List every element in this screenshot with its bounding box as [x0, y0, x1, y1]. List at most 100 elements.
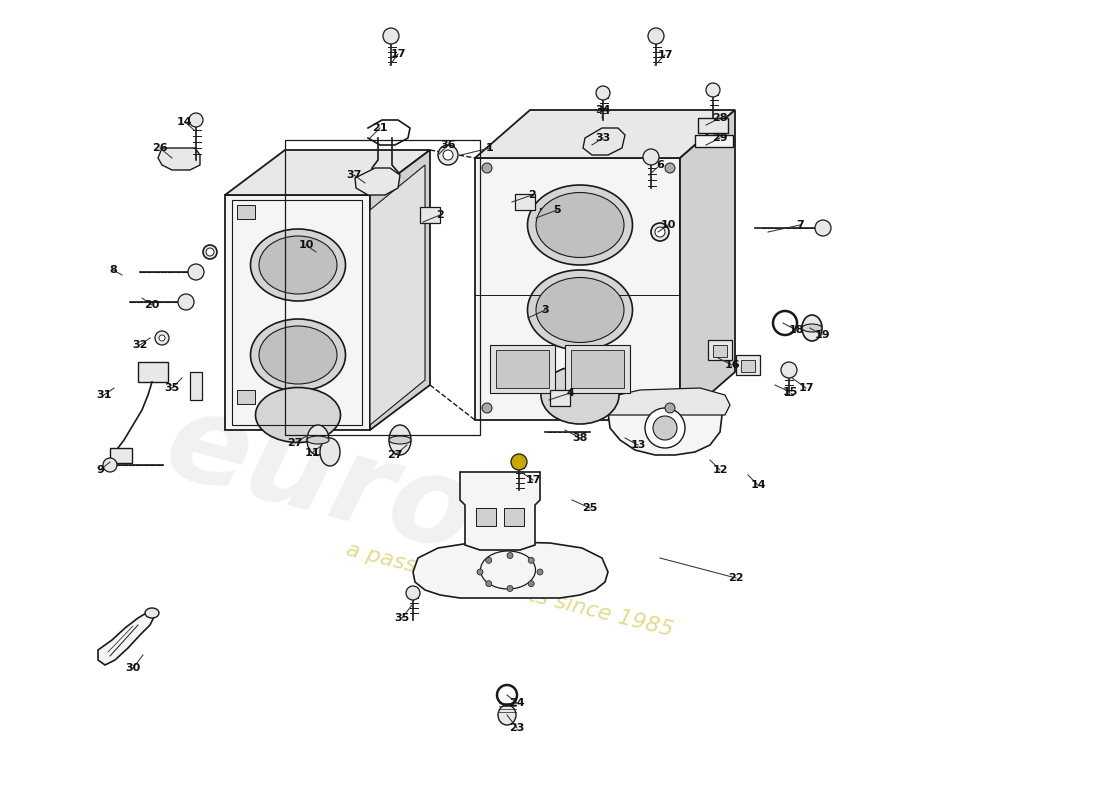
Text: 35: 35 [164, 383, 179, 393]
Bar [713, 345, 727, 357]
Bar [190, 372, 202, 400]
Circle shape [644, 149, 659, 165]
Text: 37: 37 [346, 170, 362, 180]
Bar [565, 345, 630, 393]
Bar [110, 448, 132, 463]
Circle shape [706, 83, 721, 97]
Text: 17: 17 [799, 383, 814, 393]
Circle shape [178, 294, 194, 310]
Text: 17: 17 [658, 50, 673, 60]
Ellipse shape [251, 229, 345, 301]
Ellipse shape [536, 193, 624, 258]
Circle shape [815, 220, 830, 236]
Text: 30: 30 [125, 663, 141, 673]
Ellipse shape [255, 387, 341, 442]
Ellipse shape [145, 608, 160, 618]
Text: 25: 25 [582, 503, 597, 513]
Ellipse shape [307, 436, 329, 444]
Text: 7: 7 [796, 220, 804, 230]
Bar [571, 350, 624, 388]
Text: 38: 38 [572, 433, 587, 443]
Polygon shape [583, 128, 625, 155]
Circle shape [189, 113, 204, 127]
Text: 2: 2 [528, 190, 536, 200]
Bar [285, 140, 480, 435]
Circle shape [477, 569, 483, 575]
Bar [420, 207, 440, 223]
Circle shape [482, 163, 492, 173]
Bar [232, 200, 362, 425]
Circle shape [103, 458, 117, 472]
Text: 33: 33 [595, 133, 610, 143]
Text: 21: 21 [372, 123, 387, 133]
Bar [708, 340, 732, 360]
Polygon shape [605, 388, 730, 415]
Polygon shape [680, 110, 735, 420]
Circle shape [654, 227, 666, 237]
Bar [515, 194, 535, 210]
Circle shape [666, 163, 675, 173]
Circle shape [781, 362, 798, 378]
Circle shape [507, 553, 513, 558]
Ellipse shape [802, 324, 822, 332]
Text: 24: 24 [509, 698, 525, 708]
Circle shape [651, 223, 669, 241]
Circle shape [438, 145, 458, 165]
Text: 10: 10 [660, 220, 675, 230]
Text: 9: 9 [96, 465, 103, 475]
Polygon shape [98, 612, 155, 665]
Ellipse shape [528, 185, 632, 265]
Bar [236, 390, 255, 404]
Bar [736, 355, 760, 375]
Circle shape [486, 558, 492, 563]
Bar [741, 360, 755, 372]
Text: 6: 6 [656, 160, 664, 170]
Text: 1: 1 [486, 143, 494, 153]
Ellipse shape [307, 425, 329, 455]
Text: 32: 32 [132, 340, 147, 350]
Text: 34: 34 [595, 105, 610, 115]
Circle shape [528, 581, 535, 586]
Text: 10: 10 [298, 240, 314, 250]
Bar [695, 135, 733, 147]
Polygon shape [475, 110, 735, 158]
Text: 26: 26 [152, 143, 168, 153]
Polygon shape [475, 158, 680, 420]
Bar [550, 390, 570, 406]
Text: a passion for parts since 1985: a passion for parts since 1985 [344, 540, 675, 640]
Text: 17: 17 [526, 475, 541, 485]
Text: 22: 22 [728, 573, 744, 583]
Text: 8: 8 [109, 265, 117, 275]
Text: 12: 12 [713, 465, 728, 475]
Text: 31: 31 [97, 390, 112, 400]
Text: 14: 14 [750, 480, 766, 490]
Polygon shape [355, 168, 400, 195]
Bar [490, 345, 556, 393]
Text: 27: 27 [387, 450, 403, 460]
Circle shape [188, 264, 204, 280]
Polygon shape [226, 195, 370, 430]
Circle shape [482, 403, 492, 413]
Ellipse shape [251, 319, 345, 391]
Text: 17: 17 [390, 49, 406, 59]
Bar [496, 350, 549, 388]
Polygon shape [226, 150, 430, 195]
Text: 13: 13 [630, 440, 646, 450]
Ellipse shape [389, 425, 411, 455]
Polygon shape [460, 472, 540, 550]
Polygon shape [370, 150, 430, 430]
Text: 35: 35 [395, 613, 409, 623]
Circle shape [155, 331, 169, 345]
Circle shape [528, 558, 535, 563]
Polygon shape [608, 398, 722, 455]
Text: 2: 2 [436, 210, 444, 220]
Ellipse shape [258, 236, 337, 294]
Circle shape [486, 581, 492, 586]
Circle shape [507, 586, 513, 591]
Text: euro: euro [153, 383, 487, 577]
Text: 36: 36 [440, 140, 455, 150]
Text: 3: 3 [541, 305, 549, 315]
Text: 5: 5 [553, 205, 561, 215]
Text: 20: 20 [144, 300, 159, 310]
Polygon shape [412, 542, 608, 598]
